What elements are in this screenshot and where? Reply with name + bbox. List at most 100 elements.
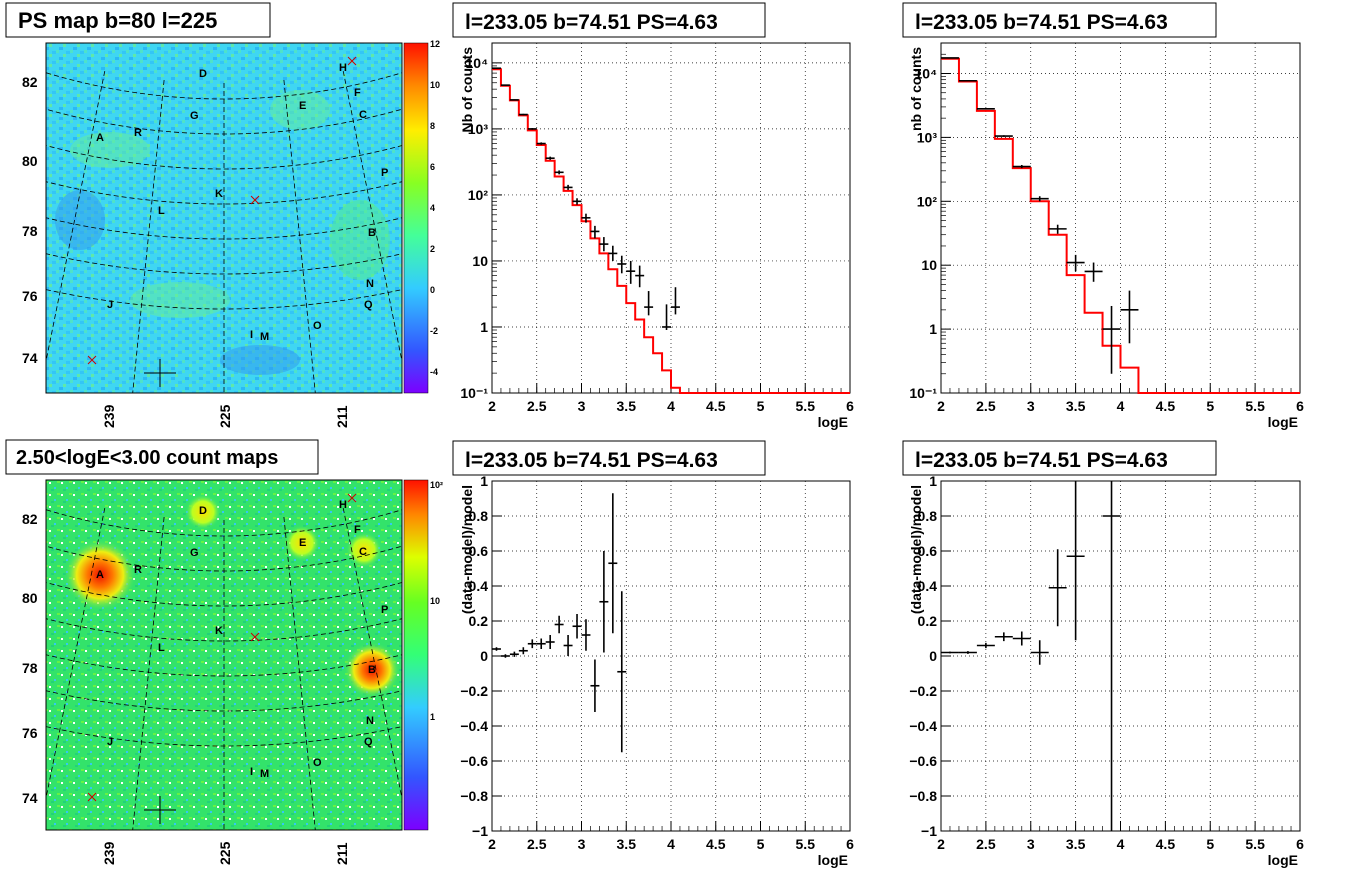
y-tick-label: −0.8 bbox=[460, 788, 488, 804]
ps-map-colorbar bbox=[404, 43, 428, 393]
source-label-b: B bbox=[368, 664, 376, 676]
data-point bbox=[626, 260, 636, 284]
count-map-panel: D H F E C G A R P K L B NQ J O I M bbox=[45, 479, 429, 831]
source-label-n: N bbox=[366, 715, 374, 727]
y-tick-label: 10⁻¹ bbox=[460, 385, 488, 401]
ps-map-cbar-tick: 0 bbox=[430, 285, 435, 295]
source-label-q: Q bbox=[364, 736, 373, 748]
ps-map-cbar-tick: -2 bbox=[430, 326, 438, 336]
source-label-i: I bbox=[250, 766, 253, 778]
x-tick-label: 2 bbox=[937, 836, 945, 852]
data-point bbox=[941, 651, 959, 654]
cross-marker bbox=[250, 632, 260, 642]
data-point bbox=[554, 615, 564, 634]
graticule-longitude-line bbox=[283, 79, 316, 393]
ps-map-cbar-tick: 8 bbox=[430, 121, 435, 131]
data-point bbox=[976, 642, 995, 649]
x-tick-label: 4.5 bbox=[706, 398, 726, 414]
count-map-y-tick: 74 bbox=[22, 790, 38, 806]
source-label-p: P bbox=[381, 167, 388, 179]
y-tick-label: 1 bbox=[929, 321, 937, 337]
ps-map-graticule bbox=[46, 70, 402, 393]
count-map-graticule bbox=[46, 507, 402, 830]
data-point bbox=[994, 632, 1013, 642]
data-point bbox=[599, 237, 609, 252]
residual-coarse-plot: l=233.05 b=74.51 PS=4.63 2 2.5 3 3.5 4 4.5 5 5.5… bbox=[902, 440, 1304, 868]
source-label-o: O bbox=[313, 757, 322, 769]
y-tick-label: −0.6 bbox=[909, 753, 937, 769]
ps-map-x-tick: 239 bbox=[101, 404, 117, 428]
data-point bbox=[671, 287, 680, 315]
ps-map-axis-labels: 82 80 78 76 74 239 225 211 12 10 8 6 4 2… bbox=[22, 39, 440, 428]
chart-title: l=233.05 b=74.51 PS=4.63 bbox=[465, 449, 718, 472]
source-label-d: D bbox=[199, 68, 207, 80]
x-tick-label: 6 bbox=[846, 398, 854, 414]
x-tick-label: 4.5 bbox=[1156, 398, 1176, 414]
data-point bbox=[563, 184, 573, 190]
y-tick-label: 0 bbox=[480, 648, 488, 664]
count-map-cbar-tick: 10² bbox=[430, 480, 443, 490]
count-map-x-tick: 211 bbox=[334, 842, 350, 865]
ps-map-cbar-tick: 2 bbox=[430, 244, 435, 254]
source-label-j: J bbox=[107, 299, 113, 311]
source-label-r: R bbox=[134, 127, 142, 139]
graticule-longitude-line bbox=[46, 70, 106, 364]
y-tick-label: 0.2 bbox=[469, 613, 489, 629]
target-marker bbox=[144, 796, 176, 824]
data-point bbox=[1102, 481, 1121, 831]
hot-spot-b bbox=[344, 642, 400, 698]
data-point bbox=[994, 135, 1013, 137]
x-tick-label: 2 bbox=[488, 836, 496, 852]
x-tick-label: 4 bbox=[667, 398, 675, 414]
chart-title-box bbox=[452, 2, 766, 38]
x-tick-label: 4 bbox=[667, 836, 675, 852]
data-point bbox=[590, 659, 600, 712]
source-label-f: F bbox=[354, 87, 361, 99]
source-label-r: R bbox=[134, 564, 142, 576]
data-point bbox=[941, 57, 959, 59]
x-tick-label: 6 bbox=[1296, 836, 1304, 852]
data-point bbox=[1066, 254, 1085, 272]
ps-map-y-tick: 76 bbox=[22, 288, 38, 304]
source-label-o: O bbox=[313, 320, 322, 332]
data-point bbox=[545, 156, 555, 160]
data-point bbox=[608, 493, 618, 634]
graticule-latitude-line bbox=[46, 690, 402, 712]
source-label-c: C bbox=[359, 109, 367, 121]
count-map-y-tick: 76 bbox=[22, 725, 38, 741]
x-tick-label: 3 bbox=[1027, 836, 1035, 852]
y-tick-label: 0.6 bbox=[469, 543, 489, 559]
ps-map-cbar-tick: 4 bbox=[430, 203, 435, 213]
data-point bbox=[492, 647, 501, 651]
source-label-m: M bbox=[260, 768, 269, 780]
data-point bbox=[976, 108, 995, 110]
count-map-y-tick: 80 bbox=[22, 590, 38, 606]
y-tick-label: 10 bbox=[472, 253, 488, 269]
plot-frame bbox=[491, 480, 851, 832]
spectrum-coarse-plot: l=233.05 b=74.51 PS=4.63 2 2.5 3 3.5 4 4.5 5 5.5… bbox=[902, 2, 1304, 430]
ps-map-y-tick: 80 bbox=[22, 153, 38, 169]
source-label-e: E bbox=[299, 100, 306, 112]
y-tick-label: −0.8 bbox=[909, 788, 937, 804]
x-tick-label: 2.5 bbox=[527, 398, 547, 414]
x-tick-label: 5 bbox=[757, 398, 765, 414]
data-point bbox=[608, 245, 618, 261]
x-tick-label: 5 bbox=[1206, 398, 1214, 414]
graticule-longitude-line bbox=[342, 70, 402, 364]
data-point bbox=[500, 84, 510, 86]
count-map-y-tick: 78 bbox=[22, 660, 38, 676]
x-tick-label: 4.5 bbox=[706, 836, 726, 852]
source-label-k: K bbox=[215, 188, 223, 200]
count-map-x-tick: 225 bbox=[217, 841, 233, 865]
y-tick-label: 10³ bbox=[917, 129, 938, 145]
data-point bbox=[1048, 224, 1067, 234]
source-label-g: G bbox=[190, 547, 199, 559]
data-point bbox=[1048, 549, 1067, 627]
ps-map-y-tick: 78 bbox=[22, 223, 38, 239]
y-axis-label: (data-model)/model bbox=[908, 485, 924, 614]
data-point bbox=[563, 635, 573, 656]
data-point bbox=[590, 225, 600, 239]
y-tick-label: 10⁴ bbox=[466, 55, 489, 71]
data-point bbox=[599, 551, 609, 653]
